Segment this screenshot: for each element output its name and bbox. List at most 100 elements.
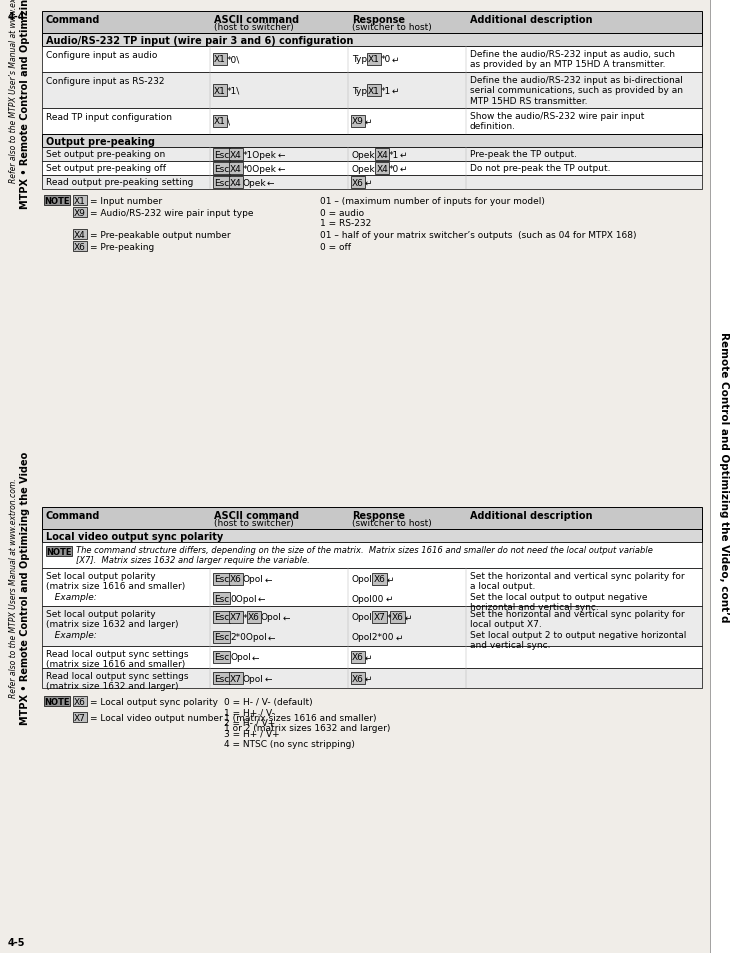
- Bar: [351, 116, 365, 128]
- Text: X6: X6: [352, 178, 364, 188]
- Text: X1: X1: [74, 196, 86, 206]
- Bar: [42, 507, 702, 530]
- Text: NOTE: NOTE: [46, 547, 72, 557]
- Text: (switcher to host): (switcher to host): [352, 23, 432, 32]
- Text: Set output pre-peaking off: Set output pre-peaking off: [46, 164, 166, 172]
- Bar: [229, 612, 243, 623]
- Text: MTPX • Remote Control and Optimizing the Video: MTPX • Remote Control and Optimizing the…: [20, 451, 30, 724]
- Text: Read local output sync settings
(matrix size 1616 and smaller): Read local output sync settings (matrix …: [46, 649, 188, 669]
- Text: *0Opek: *0Opek: [243, 164, 277, 173]
- Text: Esc: Esc: [214, 653, 230, 661]
- Bar: [373, 574, 387, 585]
- Text: NOTE: NOTE: [44, 698, 70, 706]
- Bar: [42, 12, 702, 34]
- Text: Additional description: Additional description: [470, 15, 593, 25]
- Text: *1\: *1\: [227, 87, 240, 95]
- Bar: [42, 47, 702, 73]
- Text: *0: *0: [389, 164, 399, 173]
- Text: Esc: Esc: [214, 613, 230, 622]
- Text: Command: Command: [46, 511, 100, 520]
- Text: ↵: ↵: [392, 87, 399, 95]
- Text: ←: ←: [283, 613, 290, 622]
- Text: Opol2*00: Opol2*00: [352, 633, 395, 641]
- Text: Command: Command: [46, 15, 100, 25]
- Text: (switcher to host): (switcher to host): [352, 518, 432, 527]
- Text: X7: X7: [230, 613, 242, 622]
- Text: Esc: Esc: [214, 594, 230, 603]
- Text: ↵: ↵: [385, 594, 393, 603]
- Bar: [213, 86, 227, 96]
- Text: Set local output polarity
(matrix size 1616 and smaller): Set local output polarity (matrix size 1…: [46, 572, 185, 591]
- Bar: [375, 163, 390, 174]
- Bar: [213, 574, 230, 585]
- Text: ←: ←: [277, 164, 285, 173]
- Bar: [710, 0, 738, 953]
- Bar: [42, 135, 702, 148]
- Text: = Local output sync polarity: = Local output sync polarity: [90, 698, 218, 706]
- Bar: [375, 150, 390, 160]
- Text: X4: X4: [230, 151, 242, 159]
- Text: Do not pre-peak the TP output.: Do not pre-peak the TP output.: [470, 164, 610, 172]
- Bar: [44, 697, 70, 706]
- Text: Opol: Opol: [352, 613, 373, 622]
- Text: X1: X1: [214, 87, 226, 95]
- Bar: [373, 612, 387, 623]
- Text: *0\: *0\: [227, 55, 240, 65]
- Bar: [213, 116, 227, 128]
- Text: ASCII command: ASCII command: [214, 15, 299, 25]
- Text: X1: X1: [368, 55, 380, 65]
- Bar: [42, 175, 702, 190]
- Text: Opol00: Opol00: [352, 594, 384, 603]
- Text: = Local video output number: = Local video output number: [90, 713, 223, 722]
- Text: ↵: ↵: [396, 633, 403, 641]
- Text: Opol: Opol: [352, 575, 373, 584]
- Text: Esc: Esc: [214, 575, 230, 584]
- Text: ASCII command: ASCII command: [214, 511, 299, 520]
- Text: X6: X6: [352, 674, 364, 682]
- Text: *1: *1: [389, 151, 399, 159]
- Bar: [213, 163, 230, 174]
- Text: 4-4: 4-4: [8, 12, 26, 22]
- Bar: [213, 632, 230, 643]
- Text: ↵: ↵: [400, 151, 407, 159]
- Text: Pre-peak the TP output.: Pre-peak the TP output.: [470, 150, 577, 159]
- Bar: [351, 673, 365, 684]
- Text: NOTE: NOTE: [44, 196, 70, 206]
- Text: Esc: Esc: [214, 633, 230, 641]
- Text: Set local output polarity
(matrix size 1632 and larger): Set local output polarity (matrix size 1…: [46, 609, 179, 629]
- Text: *1Opek: *1Opek: [243, 151, 277, 159]
- Text: Refer also to the MTPX User’s Manual at www.extron.com.: Refer also to the MTPX User’s Manual at …: [9, 0, 18, 183]
- Bar: [351, 177, 365, 189]
- Text: 0 = off: 0 = off: [320, 243, 351, 252]
- Text: X1: X1: [214, 55, 226, 65]
- Text: ←: ←: [258, 594, 265, 603]
- Text: Set local output 2 to output negative horizontal
and vertical sync.: Set local output 2 to output negative ho…: [470, 630, 686, 650]
- Bar: [213, 150, 230, 160]
- Text: The command structure differs, depending on the size of the matrix.  Matrix size: The command structure differs, depending…: [76, 545, 653, 565]
- Text: Refer also to the MTPX Users Manual at www.extron.com.: Refer also to the MTPX Users Manual at w…: [9, 477, 18, 697]
- Text: Opek: Opek: [352, 151, 376, 159]
- Text: ←: ←: [268, 633, 275, 641]
- Text: Opol: Opol: [243, 674, 263, 682]
- Text: 4-5: 4-5: [8, 937, 26, 947]
- Bar: [213, 673, 230, 684]
- Text: Additional description: Additional description: [470, 511, 593, 520]
- Text: Output pre-peaking: Output pre-peaking: [46, 137, 155, 147]
- Bar: [42, 568, 702, 606]
- Text: Set the local output to output negative
horizontal and vertical sync.: Set the local output to output negative …: [470, 593, 647, 612]
- Text: 01 – half of your matrix switcher’s outputs  (such as 04 for MTPX 168): 01 – half of your matrix switcher’s outp…: [320, 231, 636, 240]
- Bar: [229, 177, 243, 189]
- Text: Opol: Opol: [261, 613, 282, 622]
- Text: Typ: Typ: [352, 55, 367, 65]
- Text: = Audio/RS-232 wire pair input type: = Audio/RS-232 wire pair input type: [90, 209, 253, 218]
- Text: X4: X4: [376, 164, 388, 173]
- Bar: [229, 673, 243, 684]
- Bar: [42, 162, 702, 175]
- Text: ↵: ↵: [365, 178, 372, 188]
- Text: 0 = audio
1 = RS-232: 0 = audio 1 = RS-232: [320, 209, 371, 228]
- Text: Example:: Example:: [46, 630, 97, 639]
- Text: Opek: Opek: [243, 178, 266, 188]
- Bar: [229, 574, 243, 585]
- Bar: [42, 606, 702, 646]
- Text: ↵: ↵: [387, 575, 394, 584]
